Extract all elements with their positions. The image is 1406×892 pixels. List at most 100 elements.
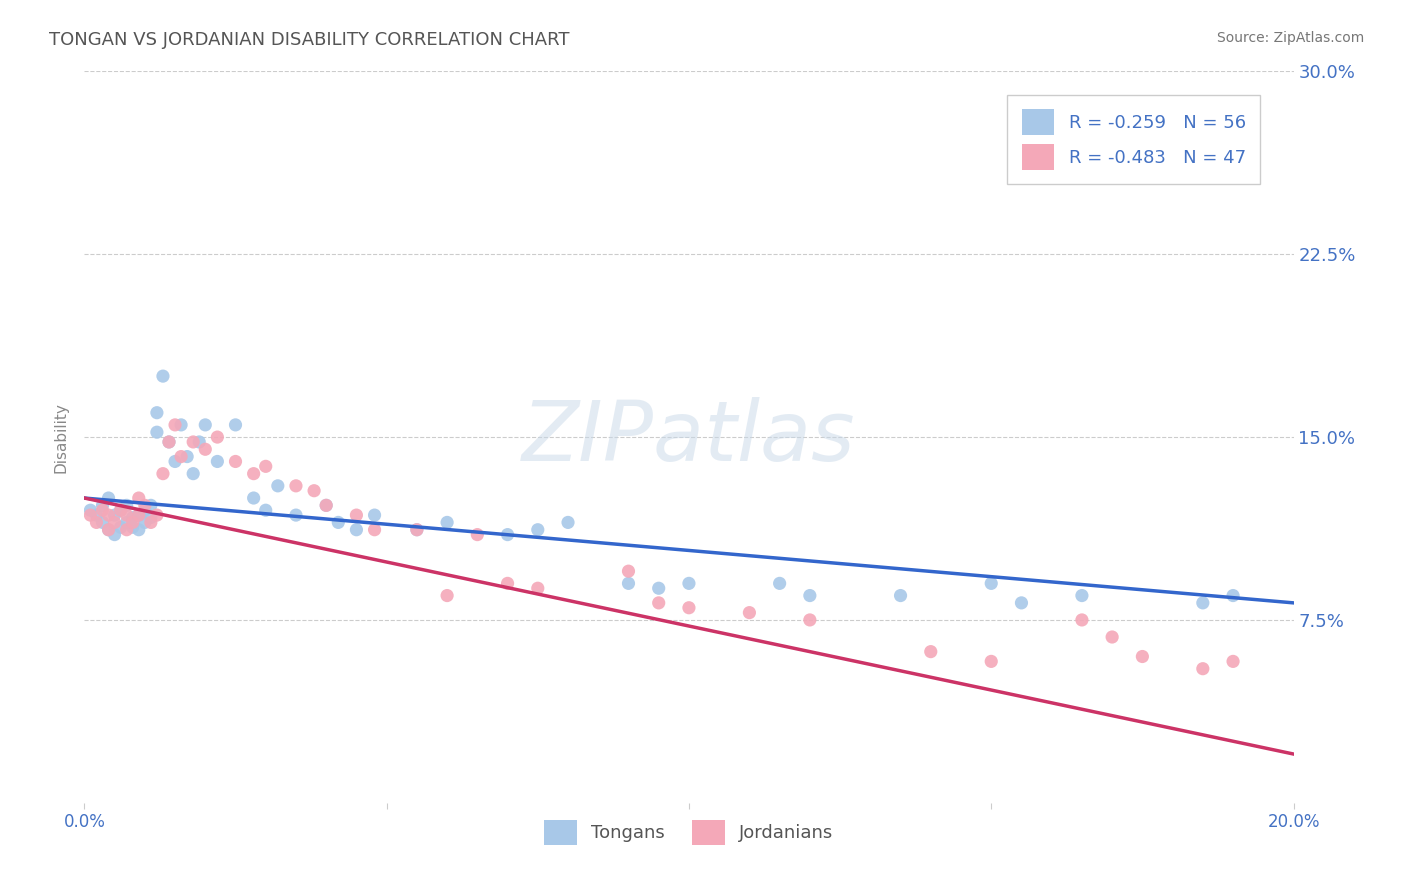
Point — [194, 417, 217, 432]
Point — [617, 576, 640, 591]
Point — [152, 467, 174, 481]
Point — [242, 467, 264, 481]
Point — [799, 589, 821, 603]
Point — [1071, 589, 1094, 603]
Point — [86, 516, 108, 530]
Point — [170, 417, 193, 432]
Point — [254, 503, 277, 517]
Point — [799, 613, 821, 627]
Point — [91, 499, 114, 513]
Point — [406, 523, 429, 537]
Point — [128, 508, 150, 522]
Point — [678, 576, 700, 591]
Point — [302, 483, 325, 498]
Point — [115, 523, 138, 537]
Point — [285, 508, 308, 522]
Point — [346, 523, 368, 537]
Point — [648, 581, 671, 595]
Point — [134, 503, 156, 517]
Point — [496, 527, 519, 541]
Point — [134, 516, 156, 530]
Point — [165, 454, 187, 468]
Point — [1192, 596, 1215, 610]
Point — [980, 576, 1002, 591]
Point — [467, 527, 489, 541]
Point — [134, 499, 156, 513]
Point — [128, 508, 150, 522]
Point — [146, 425, 169, 440]
Point — [346, 508, 368, 522]
Point — [97, 523, 120, 537]
Point — [188, 434, 211, 449]
Point — [79, 508, 101, 522]
Point — [104, 508, 127, 522]
Point — [181, 434, 204, 449]
Point — [496, 576, 519, 591]
Point — [980, 654, 1002, 668]
Point — [315, 499, 337, 513]
Point — [1101, 630, 1123, 644]
Point — [139, 499, 162, 513]
Point — [363, 523, 385, 537]
Point — [194, 442, 217, 457]
Point — [91, 516, 114, 530]
Point — [170, 450, 193, 464]
Point — [176, 450, 198, 464]
Point — [146, 406, 169, 420]
Point — [121, 516, 143, 530]
Point — [157, 434, 180, 449]
Text: ZIPatlas: ZIPatlas — [522, 397, 856, 477]
Point — [436, 516, 458, 530]
Point — [181, 467, 204, 481]
Point — [225, 454, 247, 468]
Point — [97, 508, 120, 522]
Point — [436, 589, 458, 603]
Point — [328, 516, 350, 530]
Point — [139, 510, 162, 524]
Point — [242, 491, 264, 505]
Point — [678, 600, 700, 615]
Point — [1222, 589, 1244, 603]
Text: Source: ZipAtlas.com: Source: ZipAtlas.com — [1216, 31, 1364, 45]
Point — [285, 479, 308, 493]
Point — [152, 369, 174, 384]
Point — [139, 516, 162, 530]
Point — [157, 434, 180, 449]
Point — [363, 508, 385, 522]
Point — [527, 523, 550, 537]
Point — [890, 589, 912, 603]
Point — [1130, 649, 1153, 664]
Point — [1071, 613, 1094, 627]
Point — [115, 499, 138, 513]
Point — [920, 645, 942, 659]
Legend: Tongans, Jordanians: Tongans, Jordanians — [537, 813, 841, 852]
Point — [527, 581, 550, 595]
Point — [1222, 654, 1244, 668]
Point — [557, 516, 579, 530]
Point — [769, 576, 792, 591]
Point — [648, 596, 671, 610]
Point — [115, 508, 138, 522]
Point — [97, 491, 120, 505]
Text: TONGAN VS JORDANIAN DISABILITY CORRELATION CHART: TONGAN VS JORDANIAN DISABILITY CORRELATI… — [49, 31, 569, 49]
Point — [91, 503, 114, 517]
Y-axis label: Disability: Disability — [53, 401, 69, 473]
Point — [738, 606, 761, 620]
Point — [121, 520, 143, 534]
Point — [115, 516, 138, 530]
Point — [110, 520, 132, 534]
Point — [128, 523, 150, 537]
Point — [79, 503, 101, 517]
Point — [165, 417, 187, 432]
Point — [225, 417, 247, 432]
Point — [406, 523, 429, 537]
Point — [146, 508, 169, 522]
Point — [207, 430, 229, 444]
Point — [254, 459, 277, 474]
Point — [86, 508, 108, 522]
Point — [207, 454, 229, 468]
Point — [128, 491, 150, 505]
Point — [121, 510, 143, 524]
Point — [110, 503, 132, 517]
Point — [267, 479, 290, 493]
